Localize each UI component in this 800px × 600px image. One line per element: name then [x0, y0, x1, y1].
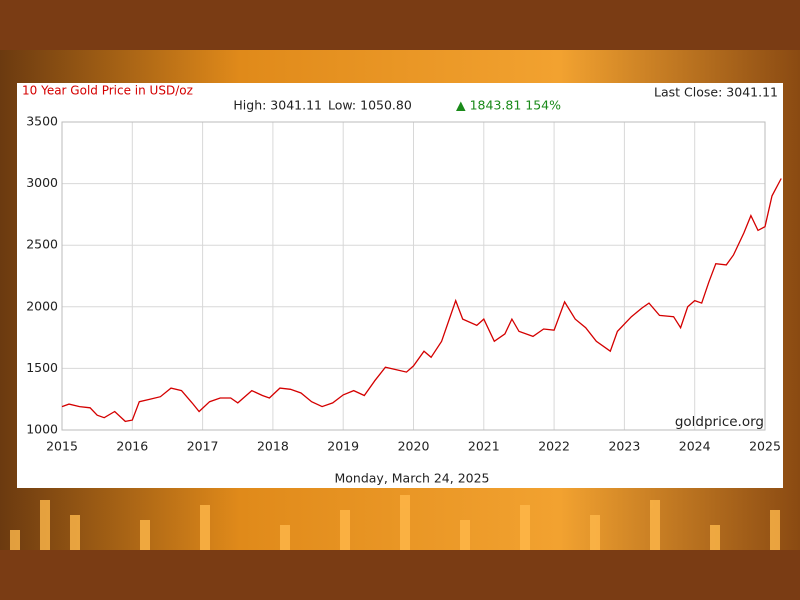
x-tick-label: 2019 — [327, 439, 359, 454]
date: Monday, March 24, 2025 — [334, 471, 489, 486]
x-tick-label: 2018 — [257, 439, 289, 454]
x-tick-label: 2020 — [398, 439, 430, 454]
chart-title: 10 Year Gold Price in USD/oz — [22, 84, 193, 98]
y-tick-label: 3500 — [26, 114, 58, 129]
chart-panel — [17, 83, 783, 488]
change: ▲ 1843.81 154% — [456, 98, 561, 113]
decor-bars — [10, 495, 780, 550]
x-tick-label: 2021 — [468, 439, 500, 454]
x-tick-label: 2025 — [749, 439, 781, 454]
y-tick-label: 3000 — [26, 175, 58, 190]
x-tick-label: 2017 — [187, 439, 219, 454]
plot-frame — [61, 121, 766, 431]
x-tick-label: 2024 — [679, 439, 711, 454]
x-tick-label: 2022 — [538, 439, 570, 454]
high: High: 3041.11 — [233, 98, 322, 113]
last-close: Last Close: 3041.11 — [654, 85, 778, 100]
x-tick-label: 2016 — [116, 439, 148, 454]
watermark: goldprice.org — [675, 414, 764, 430]
y-tick-label: 1500 — [26, 360, 58, 375]
price-line — [61, 178, 782, 423]
y-tick-label: 1000 — [26, 422, 58, 437]
low: Low: 1050.80 — [328, 98, 412, 113]
x-tick-label: 2015 — [46, 439, 78, 454]
y-tick-label: 2500 — [26, 237, 58, 252]
x-tick-label: 2023 — [608, 439, 640, 454]
y-tick-label: 2000 — [26, 298, 58, 313]
